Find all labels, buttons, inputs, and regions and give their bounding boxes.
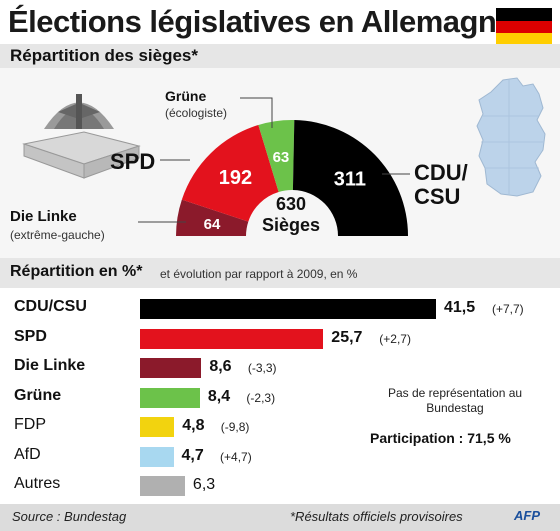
bar-change-label: (+2,7): [379, 331, 411, 346]
page-title: Élections législatives en Allemagne: [8, 4, 514, 39]
seat-slice-die-linke: [176, 199, 249, 236]
seats-total: 630 Sièges: [251, 194, 331, 236]
seat-slice-spd: [181, 124, 279, 222]
leader-lines: [138, 97, 410, 223]
percent-section-sublabel: et évolution par rapport à 2009, en %: [160, 267, 358, 281]
bar-change-label: (-9,8): [220, 420, 250, 434]
no-representation-note: Pas de représentation au Bundestag: [387, 386, 523, 415]
seat-slice-cdu-csu: [292, 120, 408, 236]
bar-fdp: [140, 417, 175, 437]
bar-value-label: 4,7: [181, 446, 204, 464]
germany-map-icon: [476, 77, 546, 197]
bar-die-linke: [140, 358, 202, 378]
seat-chart: 64 192 63 311: [176, 120, 408, 236]
seats-section-label: Répartition des sièges*: [10, 46, 199, 65]
bundestag-building-icon: [22, 94, 141, 179]
bar-autres: [140, 476, 185, 496]
label-spd: SPD: [110, 149, 156, 174]
bar-cdu-csu: [140, 299, 436, 319]
bar-category-label: Grüne: [14, 386, 62, 404]
bar-change-label: (-3,3): [247, 361, 277, 375]
bar-change-label: (+7,7): [492, 302, 524, 316]
bar-value-label: 25,7: [331, 328, 363, 346]
label-cdu-2: CSU: [414, 184, 461, 209]
label-linke: Die Linke: [10, 208, 77, 225]
bar-category-label: CDU/CSU: [14, 298, 87, 315]
footer-note: *Résultats officiels provisoires: [290, 509, 463, 524]
bar-gr-ne: [140, 387, 200, 408]
bar-value-label: 6,3: [192, 476, 216, 493]
seat-value-label: 64: [204, 216, 221, 233]
label-cdu-1: CDU/: [414, 160, 468, 185]
footer: Source : Bundestag *Résultats officiels …: [0, 504, 560, 531]
bar-value-label: 8,4: [207, 387, 231, 405]
bar-change-label: (+4,7): [220, 449, 252, 464]
seat-slice-gr-ne: [258, 120, 295, 192]
seats-section-header: Répartition des sièges*: [0, 44, 560, 68]
seat-value-label: 192: [219, 167, 252, 189]
bar-value-label: 4,8: [182, 417, 205, 434]
bar-category-label: Die Linke: [14, 357, 86, 374]
seats-total-label: Sièges: [261, 215, 321, 235]
seat-value-label: 311: [334, 168, 366, 190]
seats-total-value: 630: [275, 194, 307, 214]
seats-zone: 64 192 63 311 Grüne (écologiste) SPD Die Li…: [0, 68, 560, 258]
bar-category-label: AfD: [14, 445, 41, 463]
participation-note: Participation : 71,5 %: [370, 430, 511, 446]
afp-logo: AFP: [514, 508, 540, 523]
percent-section-header: Répartition en %* et évolution par rappo…: [0, 258, 560, 288]
bar-spd: [140, 328, 324, 349]
bar-value-label: 41,5: [444, 299, 476, 316]
bar-afd: [140, 446, 174, 467]
label-linke-sub: (extrême-gauche): [10, 228, 105, 242]
label-grune: Grüne: [165, 88, 207, 104]
flag-stripe: [496, 33, 552, 46]
percent-section-label: Répartition en %*: [10, 263, 143, 280]
flag-stripe: [496, 8, 552, 21]
bar-value-label: 8,6: [209, 358, 232, 375]
bar-category-label: FDP: [14, 416, 46, 433]
percent-bar-chart: Pas de représentation au Bundestag Parti…: [0, 288, 560, 504]
german-flag-icon: [496, 8, 552, 46]
bar-category-label: Autres: [14, 475, 61, 492]
label-grune-sub: (écologiste): [165, 106, 228, 120]
bar-category-label: SPD: [14, 327, 47, 345]
bar-change-label: (-2,3): [246, 390, 276, 405]
flag-stripe: [496, 20, 552, 34]
footer-source: Source : Bundestag: [12, 509, 127, 524]
seat-value-label: 63: [273, 149, 290, 166]
